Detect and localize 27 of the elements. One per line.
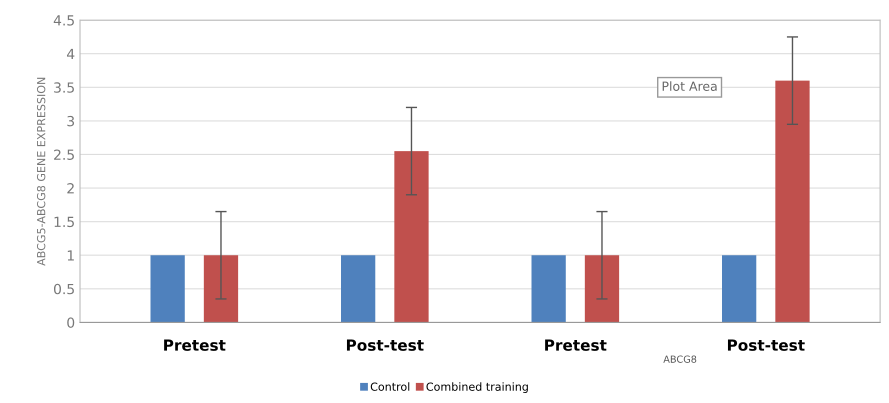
y-tick-label: 4: [66, 48, 74, 60]
y-tick-label: 1: [68, 250, 74, 261]
x-axis-title: ABCG8: [663, 355, 696, 363]
legend-label: Combined training: [426, 382, 528, 393]
bar: [340, 255, 376, 322]
bar: [394, 151, 429, 322]
y-tick-label: 3: [67, 116, 74, 126]
y-tick-label: 4.5: [54, 15, 74, 26]
bar: [150, 255, 185, 322]
y-tick-label: 2: [67, 183, 74, 194]
bar: [775, 80, 810, 322]
y-tick-label: 3.5: [54, 82, 74, 93]
bar: [722, 255, 756, 322]
x-tick-label: Post-test: [346, 340, 424, 351]
annotation: Plot Area: [662, 81, 717, 91]
x-tick-label: Pretest: [164, 340, 226, 351]
x-tick-label: Pretest: [545, 340, 607, 351]
y-tick-label: 0: [67, 317, 74, 328]
y-tick-label: 0.5: [54, 284, 74, 294]
legend-label: Control: [370, 382, 410, 391]
y-tick-label: 1.5: [54, 216, 74, 228]
x-tick-label: Post-test: [728, 340, 805, 351]
bar: [584, 255, 620, 322]
y-axis-title: ABCG5-ABCG8 GENE EXPRESSION: [36, 78, 46, 266]
y-tick-label: 2.5: [54, 149, 74, 160]
bar: [531, 255, 566, 322]
bar: [204, 255, 238, 322]
